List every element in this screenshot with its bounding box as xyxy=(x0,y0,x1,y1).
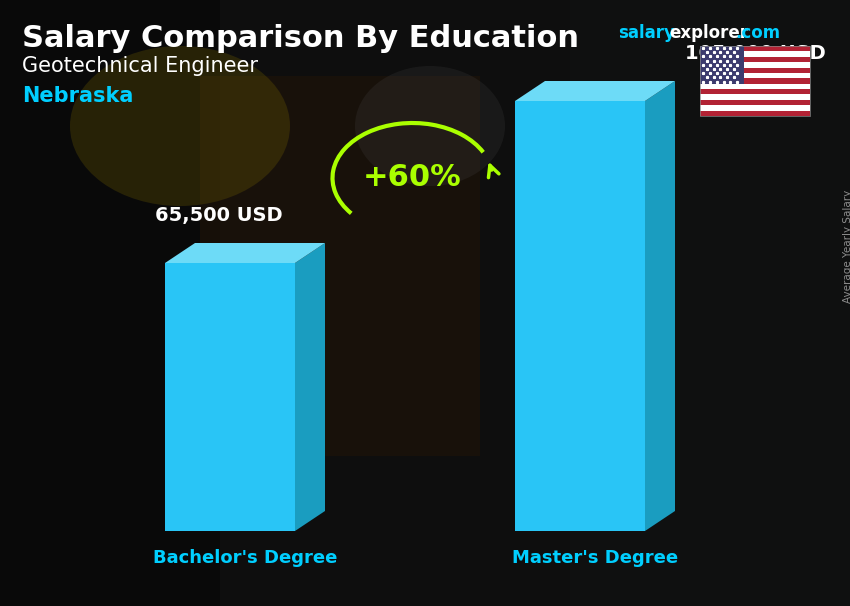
Bar xyxy=(700,57,810,62)
Bar xyxy=(200,76,480,456)
Text: 105,000 USD: 105,000 USD xyxy=(685,44,825,63)
Text: Nebraska: Nebraska xyxy=(22,86,133,106)
Polygon shape xyxy=(295,243,325,531)
Bar xyxy=(700,100,810,105)
Text: +60%: +60% xyxy=(363,164,462,193)
Text: salary: salary xyxy=(618,24,675,42)
Bar xyxy=(700,78,810,84)
Text: .com: .com xyxy=(735,24,780,42)
Bar xyxy=(700,52,810,57)
Polygon shape xyxy=(165,243,325,263)
Bar xyxy=(700,67,810,73)
Bar xyxy=(700,95,810,100)
Bar xyxy=(700,62,810,67)
Text: Salary Comparison By Education: Salary Comparison By Education xyxy=(22,24,579,53)
Bar xyxy=(700,46,744,84)
Bar xyxy=(700,84,810,89)
Ellipse shape xyxy=(355,66,505,186)
Bar xyxy=(700,46,810,116)
Text: Average Yearly Salary: Average Yearly Salary xyxy=(843,190,850,303)
Polygon shape xyxy=(515,101,645,531)
Text: Master's Degree: Master's Degree xyxy=(512,549,678,567)
Polygon shape xyxy=(515,81,675,101)
Text: Bachelor's Degree: Bachelor's Degree xyxy=(153,549,337,567)
Text: explorer: explorer xyxy=(669,24,748,42)
Bar xyxy=(700,73,810,78)
Polygon shape xyxy=(165,263,295,531)
Text: Geotechnical Engineer: Geotechnical Engineer xyxy=(22,56,258,76)
Bar xyxy=(700,46,810,52)
Bar xyxy=(700,111,810,116)
Bar xyxy=(700,105,810,111)
Bar xyxy=(570,0,850,606)
Bar xyxy=(700,89,810,95)
Ellipse shape xyxy=(70,46,290,206)
Bar xyxy=(0,0,220,606)
Text: 65,500 USD: 65,500 USD xyxy=(155,206,282,225)
Polygon shape xyxy=(645,81,675,531)
